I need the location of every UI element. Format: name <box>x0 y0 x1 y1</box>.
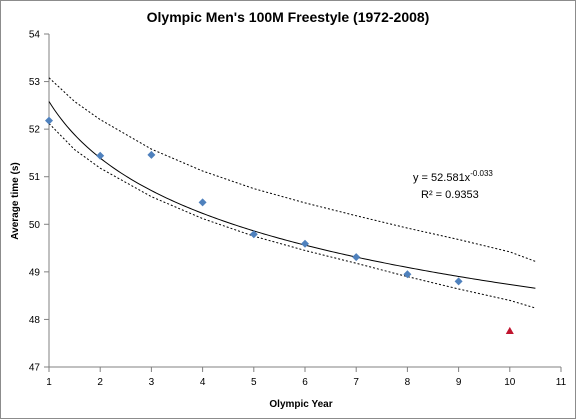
x-tick-label: 4 <box>200 377 206 388</box>
data-point-diamond <box>352 253 361 262</box>
x-axis-label: Olympic Year <box>269 399 332 410</box>
x-tick-label: 6 <box>302 377 308 388</box>
y-tick-label: 50 <box>29 220 41 231</box>
x-tick-label: 10 <box>504 377 516 388</box>
data-point-diamond <box>403 270 412 279</box>
axes <box>48 34 561 368</box>
trend-equation: y = 52.581x-0.033 R² = 0.9353 <box>413 169 493 201</box>
y-tick-label: 54 <box>29 30 41 41</box>
x-tick-label: 9 <box>456 377 462 388</box>
chart-title: Olympic Men's 100M Freestyle (1972-2008) <box>147 9 430 25</box>
data-point-diamond <box>198 198 207 207</box>
data-point-diamond <box>301 239 309 248</box>
data-point-diamond <box>147 150 156 159</box>
confidence-band-upper <box>48 77 536 262</box>
x-tick-label: 1 <box>46 377 52 388</box>
data-points <box>45 116 514 335</box>
y-tick-label: 49 <box>29 267 41 278</box>
y-tick-label: 47 <box>29 363 41 374</box>
x-tick-label: 2 <box>97 377 103 388</box>
x-tick-label: 7 <box>353 377 359 388</box>
r-squared-label: R² = 0.9353 <box>421 189 479 201</box>
data-point-diamond <box>45 116 53 125</box>
y-tick-label: 51 <box>29 172 41 183</box>
x-ticks: 1 2 3 4 5 6 7 8 9 10 11 <box>46 367 567 388</box>
trendline-group <box>48 101 536 289</box>
confidence-band-lower <box>48 123 536 309</box>
y-ticks: 47 48 49 50 51 52 53 54 <box>29 30 49 374</box>
equation-exponent: -0.033 <box>470 169 493 178</box>
data-point-diamond <box>96 151 105 160</box>
y-tick-label: 52 <box>29 125 41 136</box>
data-point-diamond <box>249 230 258 239</box>
y-tick-label: 48 <box>29 315 41 326</box>
equation-base: y = 52.581x <box>413 172 471 184</box>
x-tick-label: 3 <box>149 377 155 388</box>
trendline <box>48 101 536 289</box>
x-tick-label: 5 <box>251 377 257 388</box>
x-tick-label: 11 <box>556 377 567 388</box>
y-axis-label: Average time (s) <box>10 162 21 239</box>
confidence-band <box>48 77 536 309</box>
data-point-diamond <box>454 277 463 286</box>
x-tick-label: 8 <box>405 377 411 388</box>
svg-text:y = 52.581x-0.033: y = 52.581x-0.033 <box>413 169 493 184</box>
y-tick-label: 53 <box>29 77 41 88</box>
data-point-triangle <box>505 326 514 335</box>
